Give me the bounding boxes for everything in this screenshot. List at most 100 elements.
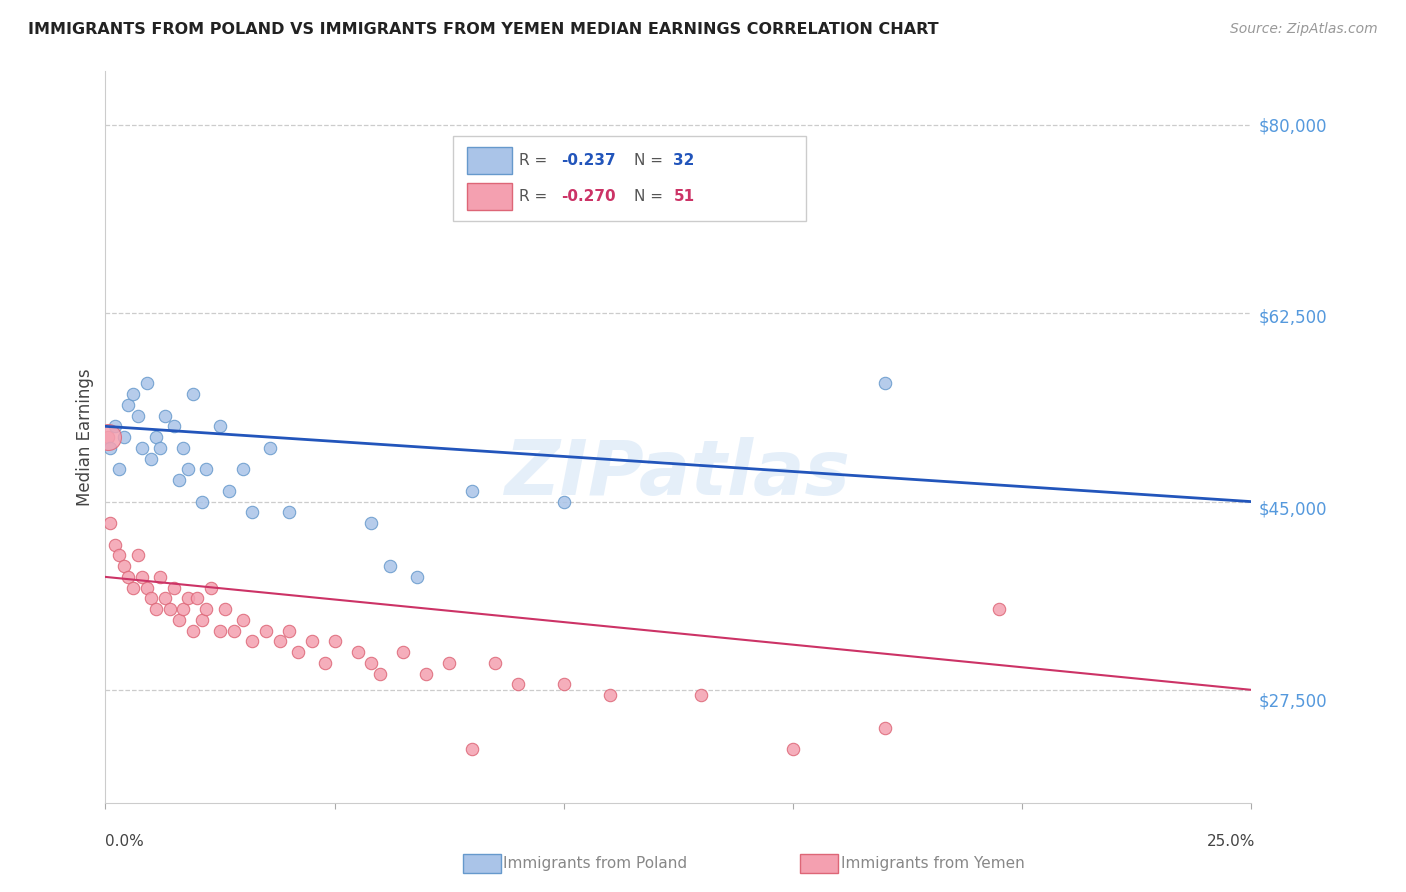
Text: $80,000: $80,000 <box>1258 117 1327 135</box>
Point <box>104 419 127 434</box>
Point <box>98 441 121 455</box>
Point <box>506 677 529 691</box>
Text: 32: 32 <box>673 153 695 168</box>
Point <box>122 581 145 595</box>
Text: $27,500: $27,500 <box>1258 692 1327 710</box>
Point <box>218 483 240 498</box>
Text: IMMIGRANTS FROM POLAND VS IMMIGRANTS FROM YEMEN MEDIAN EARNINGS CORRELATION CHAR: IMMIGRANTS FROM POLAND VS IMMIGRANTS FRO… <box>28 22 939 37</box>
Point <box>277 505 299 519</box>
Point <box>97 430 120 444</box>
Point <box>117 398 139 412</box>
Point <box>112 559 135 574</box>
Point <box>167 613 190 627</box>
Point <box>301 634 323 648</box>
Point <box>277 624 299 638</box>
Point <box>122 387 145 401</box>
Point <box>208 419 231 434</box>
Point <box>406 570 429 584</box>
Text: -0.270: -0.270 <box>561 189 616 203</box>
Point <box>131 570 153 584</box>
Point <box>782 742 804 756</box>
Point <box>167 473 190 487</box>
Point <box>208 624 231 638</box>
Point <box>553 677 575 691</box>
Point <box>360 516 382 530</box>
Point <box>269 634 291 648</box>
Text: R =: R = <box>519 189 553 203</box>
Point <box>131 441 153 455</box>
Text: 51: 51 <box>673 189 695 203</box>
Point <box>314 656 336 670</box>
Point <box>190 494 212 508</box>
Text: 0.0%: 0.0% <box>105 834 145 849</box>
Text: $45,000: $45,000 <box>1258 500 1327 518</box>
Point <box>240 505 263 519</box>
Point <box>873 721 896 735</box>
Point <box>141 451 163 466</box>
Point <box>461 742 484 756</box>
Point <box>135 376 157 391</box>
Point <box>163 581 186 595</box>
Point <box>232 613 254 627</box>
Point <box>415 666 437 681</box>
Point <box>108 549 131 563</box>
Point <box>360 656 382 670</box>
Text: Immigrants from Yemen: Immigrants from Yemen <box>841 856 1025 871</box>
Point <box>690 688 713 702</box>
Point <box>112 430 135 444</box>
Point <box>149 570 172 584</box>
Point <box>153 591 176 606</box>
Point <box>104 538 127 552</box>
Point <box>437 656 460 670</box>
Point <box>378 559 401 574</box>
Point <box>346 645 368 659</box>
Point <box>186 591 208 606</box>
Point <box>599 688 621 702</box>
Text: Immigrants from Poland: Immigrants from Poland <box>503 856 688 871</box>
Point <box>200 581 222 595</box>
Text: N =: N = <box>634 153 668 168</box>
Point <box>97 430 120 444</box>
Point <box>172 602 194 616</box>
Point <box>461 483 484 498</box>
Point <box>195 602 218 616</box>
Text: R =: R = <box>519 153 553 168</box>
Point <box>145 430 167 444</box>
Point <box>323 634 346 648</box>
Point <box>287 645 309 659</box>
Point <box>370 666 392 681</box>
Point <box>254 624 277 638</box>
Point <box>484 656 506 670</box>
Point <box>553 494 575 508</box>
Text: -0.237: -0.237 <box>561 153 616 168</box>
Point <box>153 409 176 423</box>
Point <box>988 602 1011 616</box>
Point <box>392 645 415 659</box>
Point <box>232 462 254 476</box>
Point <box>127 549 149 563</box>
Point <box>195 462 218 476</box>
Point <box>98 516 121 530</box>
Point <box>181 387 204 401</box>
Y-axis label: Median Earnings: Median Earnings <box>76 368 94 506</box>
Point <box>108 462 131 476</box>
Text: Source: ZipAtlas.com: Source: ZipAtlas.com <box>1230 22 1378 37</box>
Point <box>117 570 139 584</box>
Point <box>181 624 204 638</box>
Point <box>145 602 167 616</box>
Point <box>177 591 200 606</box>
Text: $62,500: $62,500 <box>1258 309 1327 326</box>
Point <box>141 591 163 606</box>
Point <box>159 602 181 616</box>
Point <box>873 376 896 391</box>
Text: 25.0%: 25.0% <box>1208 834 1256 849</box>
Point <box>259 441 281 455</box>
Point <box>127 409 149 423</box>
Point <box>172 441 194 455</box>
Point <box>163 419 186 434</box>
Point <box>240 634 263 648</box>
Point <box>177 462 200 476</box>
Text: N =: N = <box>634 189 668 203</box>
Point <box>222 624 245 638</box>
Point <box>190 613 212 627</box>
